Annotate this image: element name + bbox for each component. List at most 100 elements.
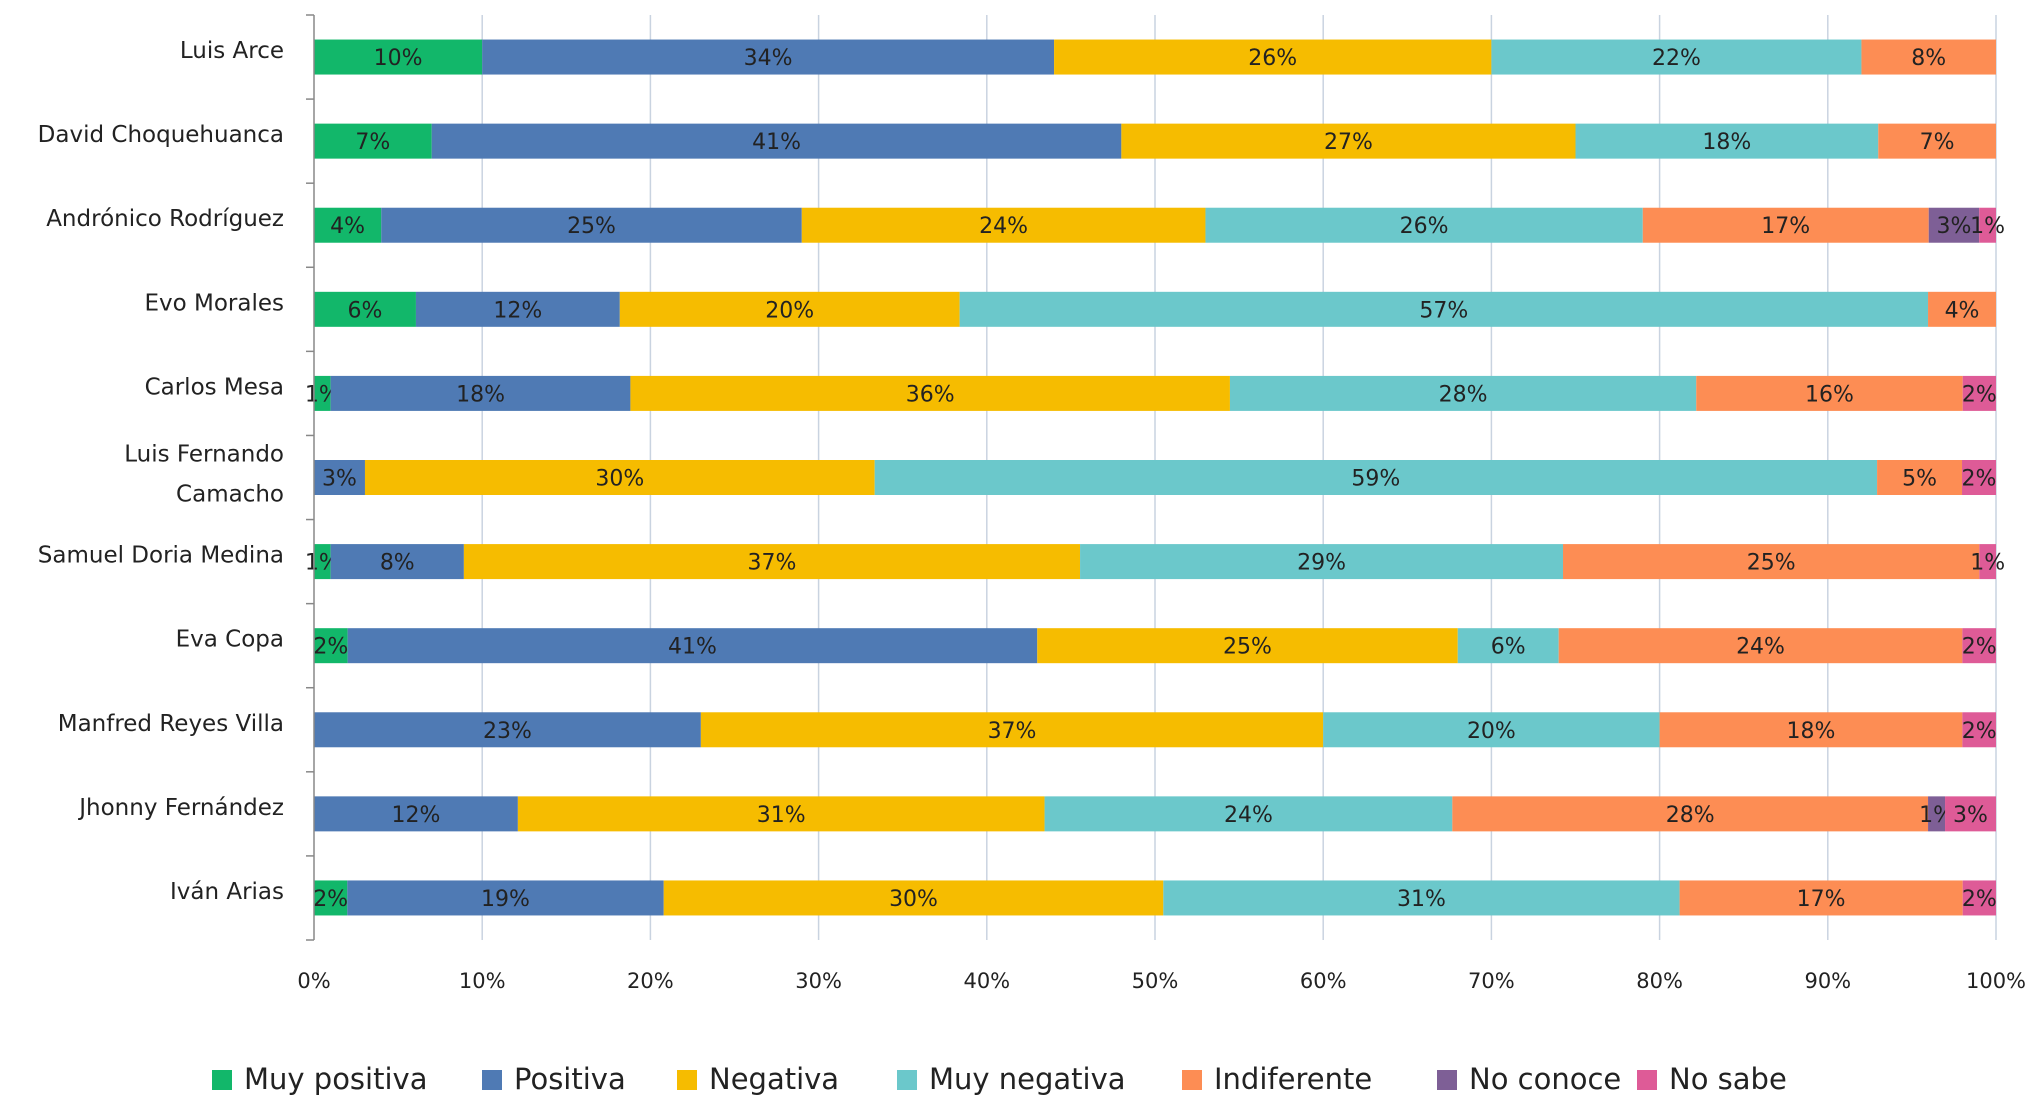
bar-segment [1962,375,1996,411]
data-label: 7% [355,130,390,155]
data-label: 36% [906,382,955,407]
bar-segment [1696,375,1963,411]
data-label: 24% [979,214,1028,239]
bar-segment [1575,123,1879,159]
bar-segment [1044,796,1453,832]
data-label: 17% [1761,214,1810,239]
category-label-line: Manfred Reyes Villa [58,711,284,737]
data-label: 28% [1439,382,1488,407]
data-label: 25% [1747,551,1796,576]
bar-segment [1205,207,1643,243]
legend-swatch [897,1070,917,1090]
bar-segment [347,628,1038,664]
bar-segment [1928,796,1946,832]
data-label: 1% [1970,551,2005,576]
bar-segment [1979,544,1996,580]
data-label: 12% [493,298,542,323]
legend-label: Muy positiva [244,1062,427,1095]
data-label: 2% [313,635,348,660]
data-label: 30% [595,467,644,492]
bar-segment [314,880,348,916]
bar-segment [314,796,518,832]
x-tick-label: 30% [795,969,842,993]
bar-segment [1679,880,1963,916]
bar-segment [1054,39,1492,75]
bar-segment [314,291,416,327]
category-label: Manfred Reyes Villa [58,711,284,737]
category-label-line: Carlos Mesa [145,374,284,400]
category-label-line: David Choquehuanca [38,122,284,148]
bar-segment [1037,628,1458,664]
bar-segment [1962,460,1996,495]
category-label: Jhonny Fernández [77,795,284,821]
x-tick-label: 90% [1804,969,1851,993]
bar-segment [314,712,701,748]
bar-segment [1962,712,1996,748]
x-tick-label: 60% [1300,969,1347,993]
data-label: 57% [1419,298,1468,323]
data-label: 2% [1962,467,1997,492]
data-label: 24% [1224,803,1273,828]
bar-segment [314,39,483,75]
bar-segment [959,291,1929,327]
data-label: 2% [1962,635,1997,660]
category-label: Luis Arce [180,38,284,64]
legend-swatch [677,1070,697,1090]
data-label: 34% [744,46,793,71]
data-label: 41% [752,130,801,155]
category-label: Andrónico Rodríguez [46,206,284,232]
bar-segment [1962,628,1996,664]
data-label: 3% [322,467,357,492]
category-label-line: Eva Copa [176,627,284,653]
data-label: 31% [757,803,806,828]
data-label: 7% [1920,130,1955,155]
bar-segment [1229,375,1697,411]
bar-segment [663,880,1164,916]
legend-swatch [482,1070,502,1090]
legend-swatch [1182,1070,1202,1090]
bar-segment [1928,291,1996,327]
legend-label: No sabe [1669,1062,1787,1095]
data-label: 2% [313,887,348,912]
bar-segment [1452,796,1929,832]
data-label: 10% [374,46,423,71]
category-label: Evo Morales [144,290,284,316]
bars: 10% 34% 26% 22% 8% 7% 41% 27% 18% 7% 4% 25% 24% 26% 17… [305,39,2005,916]
bar-segment [314,123,432,159]
x-tick-label: 70% [1468,969,1515,993]
data-label: 3% [1953,803,1988,828]
bar-segment [314,375,331,411]
data-label: 19% [481,887,530,912]
x-tick-label: 10% [459,969,506,993]
bar-segment [463,544,1081,580]
data-label: 27% [1324,130,1373,155]
bar-segment [314,460,365,495]
category-label-line: Jhonny Fernández [77,795,284,821]
bar-segment [431,123,1122,159]
data-label: 28% [1666,803,1715,828]
data-label: 8% [380,551,415,576]
bar-segment [482,39,1055,75]
category-label-line: Evo Morales [144,290,284,316]
category-label: Carlos Mesa [145,374,284,400]
data-label: 4% [1945,298,1980,323]
data-label: 25% [567,214,616,239]
bar-segment [1080,544,1564,580]
bar-segment [347,880,664,916]
category-label: Eva Copa [176,627,284,653]
data-label: 20% [1467,719,1516,744]
bar-segment [381,207,802,243]
category-label-line: Luis Arce [180,38,284,64]
bar-segment [1558,628,1963,664]
category-label-line: Andrónico Rodríguez [46,206,284,232]
bar-segment [314,544,331,580]
data-label: 37% [748,551,797,576]
bar-segment [314,207,382,243]
category-label: Iván Arias [170,879,284,905]
data-label: 18% [1787,719,1836,744]
axes: 0% 10% 20% 30% 40% 50% 60% 70% 80% 90% 100% Luis Ar… [38,14,2026,993]
data-label: 5% [1902,467,1937,492]
data-label: 26% [1400,214,1449,239]
data-label: 59% [1351,467,1400,492]
